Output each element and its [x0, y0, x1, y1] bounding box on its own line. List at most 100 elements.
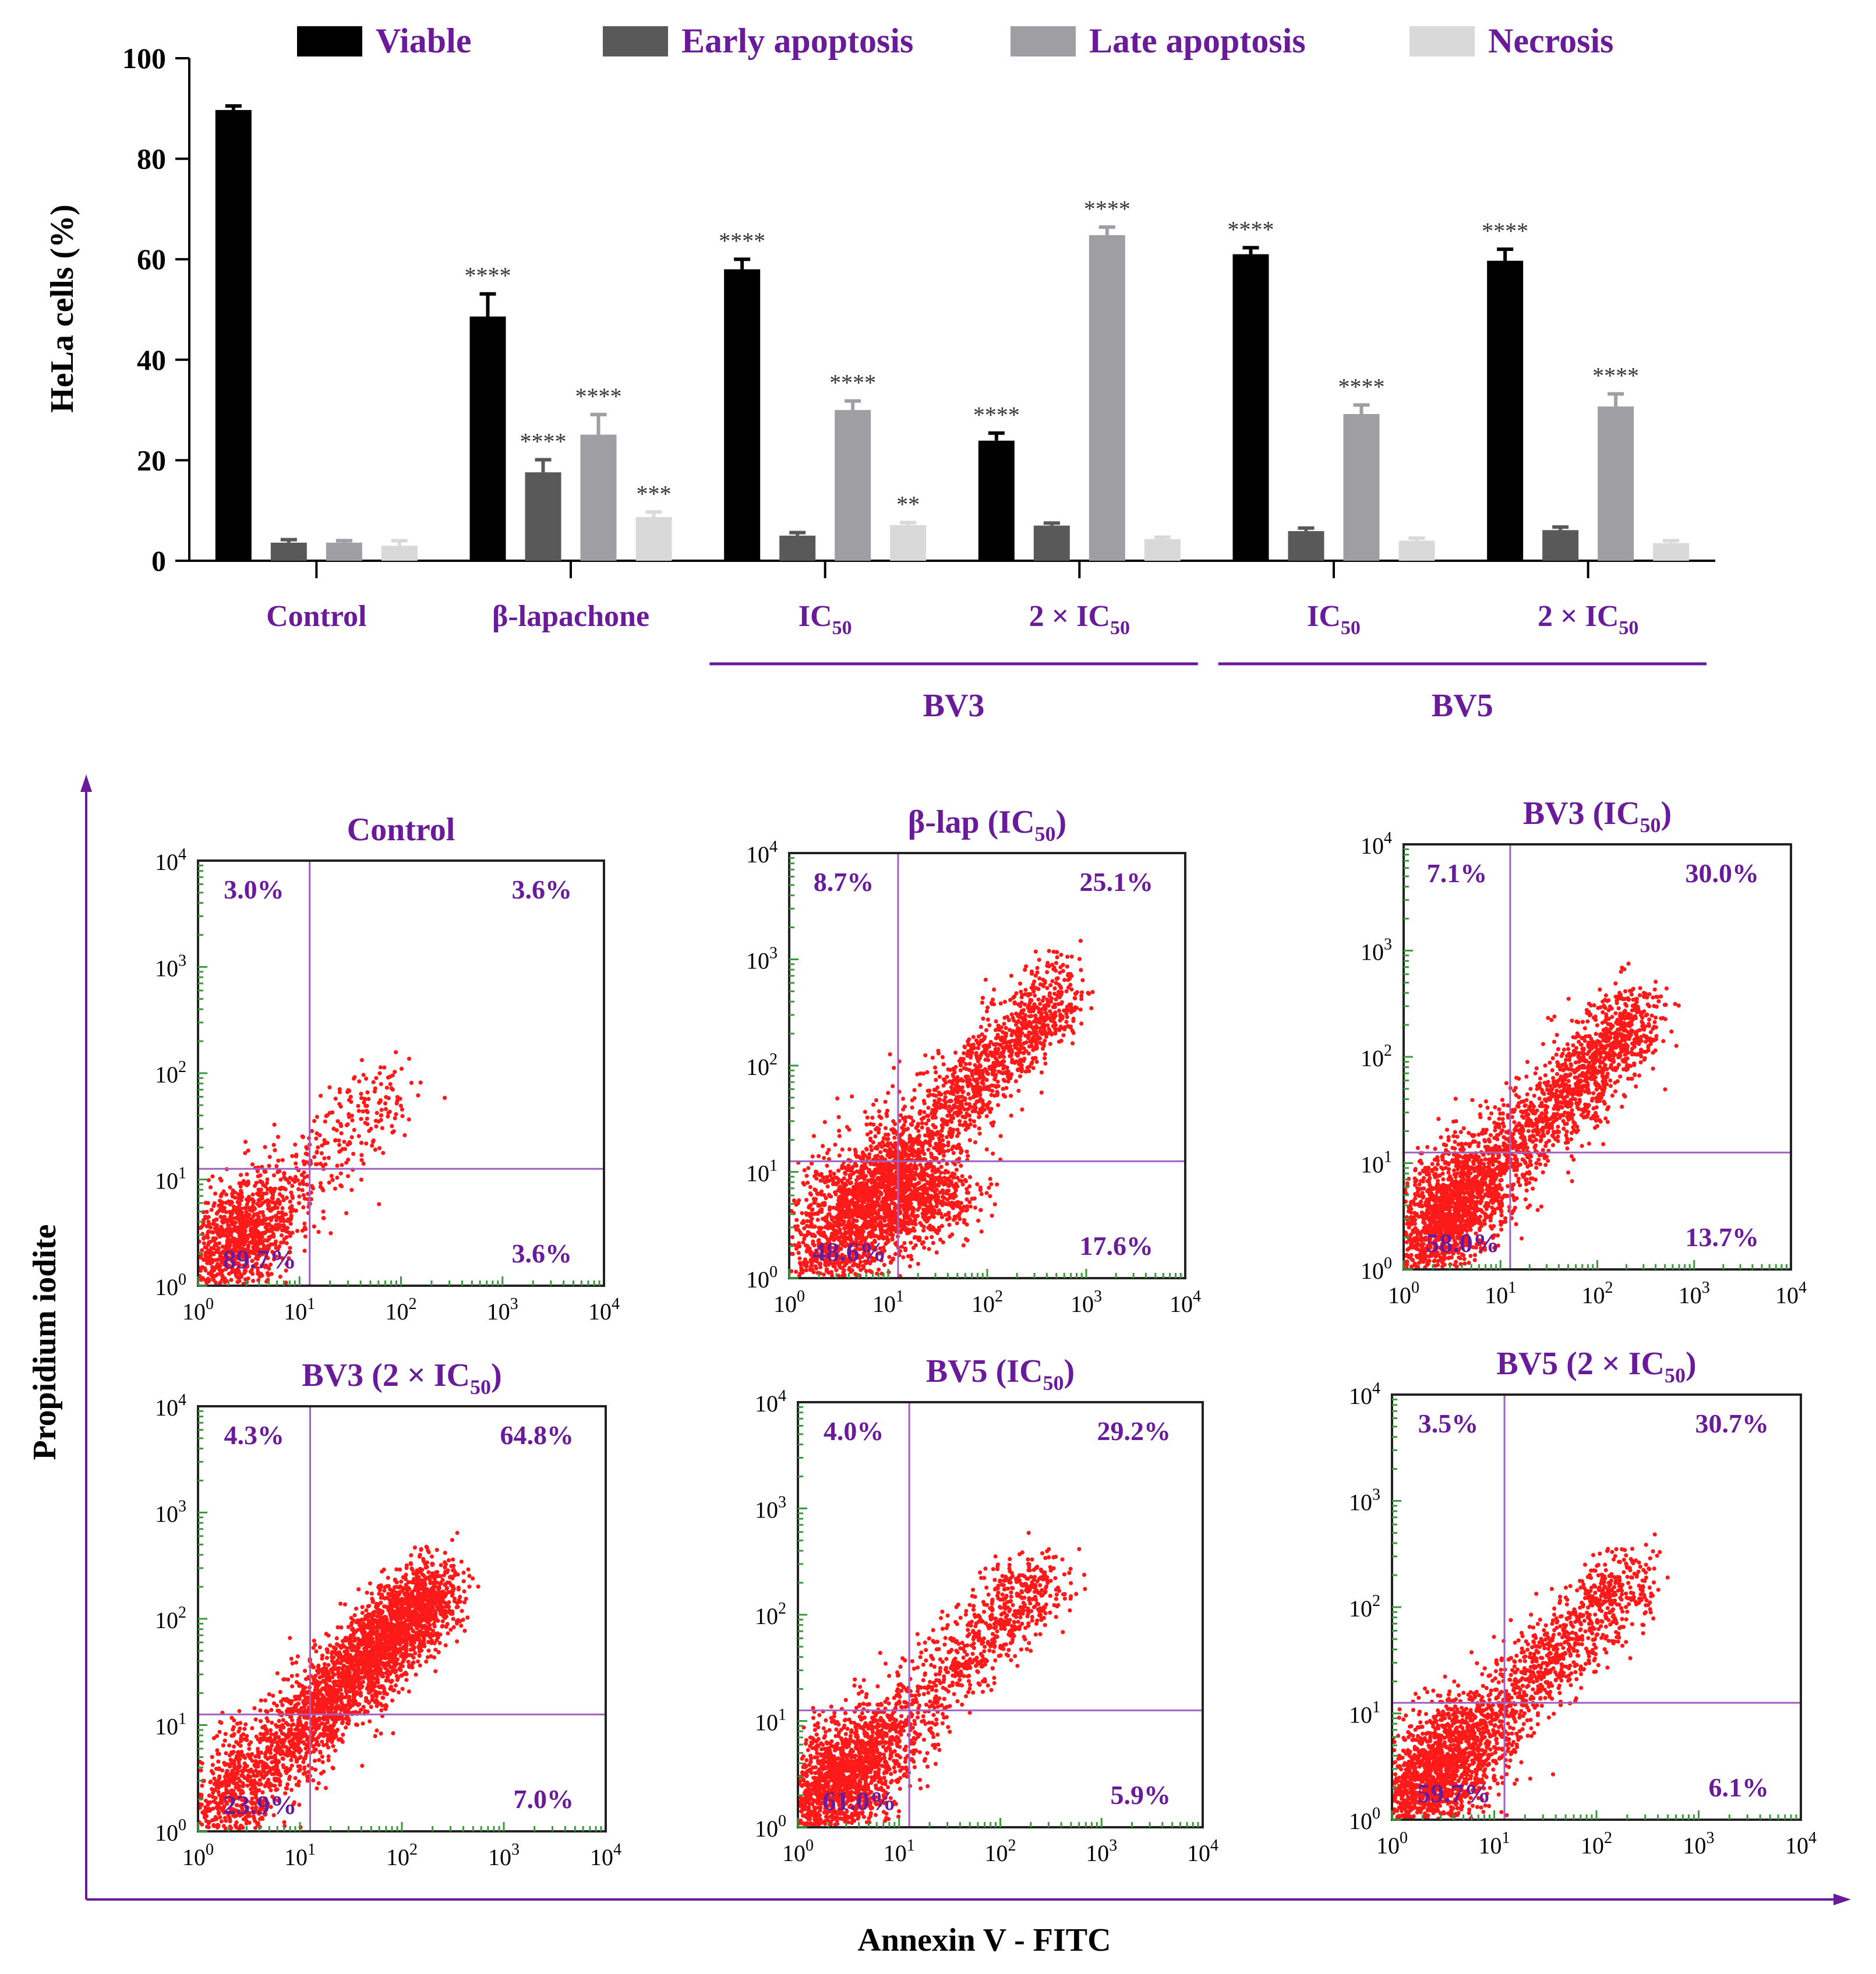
- scatter-point: [918, 1151, 923, 1155]
- scatter-point: [916, 1214, 920, 1218]
- scatter-point: [875, 1145, 879, 1149]
- scatter-point: [359, 1092, 363, 1096]
- scatter-point: [1022, 1046, 1026, 1050]
- scatter-point: [884, 1100, 888, 1104]
- scatter-point: [946, 1090, 950, 1094]
- y-tick-label: 102: [155, 1058, 186, 1088]
- scatter-point: [206, 1243, 210, 1247]
- scatter-point: [258, 1211, 262, 1215]
- scatter-point: [268, 1187, 273, 1191]
- scatter-point: [277, 1169, 281, 1173]
- scatter-point: [312, 1225, 316, 1229]
- scatter-point: [952, 1068, 956, 1072]
- scatter-point: [206, 1230, 210, 1234]
- scatter-point: [1025, 1034, 1029, 1038]
- scatter-point: [891, 1197, 895, 1201]
- bar-early-apoptosis: [1034, 526, 1070, 561]
- scatter-point: [1009, 1094, 1013, 1098]
- scatter-point: [256, 1230, 260, 1234]
- scatter-point: [331, 1178, 335, 1182]
- scatter-point: [1069, 1008, 1073, 1012]
- scatter-point: [323, 1119, 327, 1123]
- y-tick-label: 20: [137, 444, 166, 476]
- scatter-point: [854, 1163, 858, 1168]
- scatter-point: [877, 1115, 881, 1119]
- scatter-point: [1052, 950, 1056, 954]
- scatter-point: [955, 1089, 959, 1093]
- scatter-point: [848, 1181, 852, 1186]
- scatter-point: [942, 1183, 946, 1187]
- scatter-point: [267, 1164, 271, 1168]
- scatter-point: [978, 1208, 983, 1212]
- bar-necrosis: [1144, 539, 1181, 561]
- scatter-point: [335, 1119, 340, 1123]
- scatter-point: [1005, 1066, 1009, 1070]
- tick-exponent: 1: [178, 1165, 186, 1183]
- scatter-point: [941, 1138, 945, 1142]
- scatter-point: [933, 1066, 937, 1070]
- scatter-point: [900, 1144, 904, 1148]
- scatter-point: [901, 1096, 905, 1101]
- scatter-point: [946, 1113, 950, 1117]
- scatter-point: [971, 1095, 976, 1099]
- scatter-point: [925, 1114, 929, 1118]
- scatter-point: [257, 1222, 261, 1226]
- scatter-point: [862, 1200, 866, 1204]
- scatter-point: [1033, 1014, 1037, 1018]
- scatter-point: [338, 1149, 342, 1153]
- tick-base: 10: [971, 1291, 995, 1317]
- scatter-point: [210, 1208, 214, 1212]
- scatter-point: [855, 1203, 859, 1207]
- scatter-point: [278, 1275, 282, 1279]
- panel-title: BV3 (IC50): [1523, 795, 1672, 837]
- tick-exponent: 2: [178, 1058, 186, 1076]
- x-tick-label-main: β-lapachone: [492, 600, 649, 633]
- scatter-point: [828, 1170, 832, 1174]
- scatter-point: [1079, 1007, 1083, 1011]
- scatter-point: [866, 1179, 870, 1183]
- scatter-point: [394, 1112, 398, 1116]
- scatter-point: [920, 1117, 924, 1121]
- scatter-point: [891, 1084, 895, 1088]
- scatter-point: [857, 1214, 861, 1218]
- scatter-point: [214, 1280, 218, 1285]
- scatter-point: [1055, 955, 1059, 959]
- scatter-point: [892, 1221, 896, 1225]
- scatter-point: [377, 1202, 381, 1206]
- scatter-point: [359, 1117, 363, 1121]
- scatter-point: [347, 1140, 351, 1144]
- scatter-point: [942, 1154, 946, 1158]
- scatter-point: [1034, 1005, 1038, 1009]
- scatter-point: [847, 1207, 852, 1211]
- scatter-point: [915, 1124, 919, 1128]
- scatter-point: [1036, 1037, 1040, 1041]
- scatter-point: [941, 1195, 945, 1199]
- x-tick-label: 101: [872, 1287, 904, 1317]
- scatter-point: [1016, 1038, 1020, 1042]
- scatter-point: [258, 1180, 262, 1184]
- tick-base: 10: [773, 1291, 797, 1317]
- scatter-point: [1037, 997, 1041, 1002]
- scatter-point: [252, 1221, 256, 1225]
- scatter-point: [277, 1200, 281, 1204]
- scatter-point: [861, 1230, 865, 1234]
- scatter-point: [1035, 1046, 1039, 1050]
- scatter-point: [958, 1123, 962, 1127]
- scatter-point: [407, 1057, 411, 1061]
- scatter-point: [981, 996, 985, 1000]
- scatter-point: [316, 1145, 320, 1149]
- scatter-point: [202, 1241, 206, 1246]
- scatter-point: [959, 1077, 963, 1081]
- scatter-point: [911, 1207, 916, 1211]
- scatter-point: [794, 1218, 799, 1222]
- scatter-point: [365, 1104, 369, 1108]
- significance-label: ****: [465, 263, 511, 289]
- scatter-point: [901, 1116, 905, 1120]
- scatter-point: [1031, 1066, 1036, 1070]
- scatter-point: [955, 1221, 959, 1225]
- scatter-point: [827, 1193, 831, 1197]
- scatter-point: [965, 1204, 969, 1208]
- scatter-point: [241, 1239, 245, 1243]
- scatter-point: [1043, 981, 1047, 985]
